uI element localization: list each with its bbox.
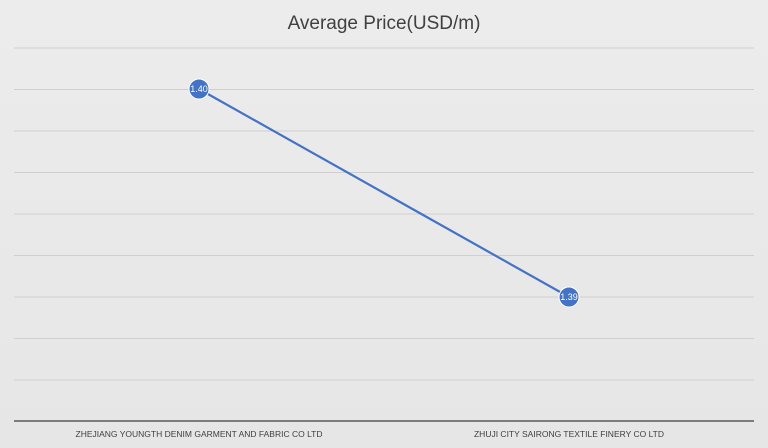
data-point (558, 286, 580, 308)
category-labels: ZHEJIANG YOUNGTH DENIM GARMENT AND FABRI… (76, 429, 665, 439)
gridlines (14, 47, 754, 381)
data-point (188, 78, 210, 100)
x-tick-label: ZHUJI CITY SAIRONG TEXTILE FINERY CO LTD (474, 429, 664, 439)
x-tick-label: ZHEJIANG YOUNGTH DENIM GARMENT AND FABRI… (76, 429, 323, 439)
data-label: 1.39 (560, 292, 578, 302)
data-label: 1.40 (190, 84, 208, 94)
series-line (198, 88, 570, 298)
series-group: 1.40 1.39 (188, 78, 580, 308)
chart-title: Average Price(USD/m) (288, 13, 481, 34)
